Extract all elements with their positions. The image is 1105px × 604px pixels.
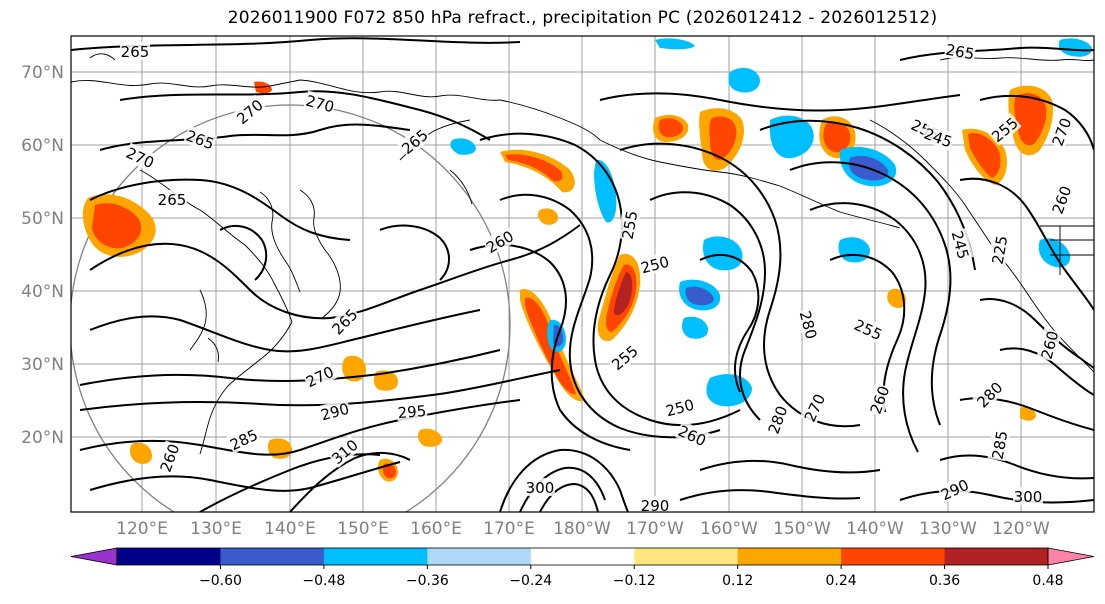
lon-label-120e: 120°E: [116, 519, 168, 539]
contour-label: 225: [989, 234, 1012, 265]
lon-label-180w: 180°W: [553, 519, 611, 539]
contour-label: 295: [397, 402, 427, 422]
colorbar-segment: [634, 548, 739, 565]
contour-label-background: [972, 377, 1007, 412]
colorbar-tick-label: 0.12: [722, 573, 753, 589]
contour-label-background: [327, 434, 362, 468]
contour-label-background: [1047, 182, 1075, 217]
contour-label-background: [937, 474, 972, 504]
colorbar-tick-label: −0.12: [613, 573, 656, 589]
colorbar-segment: [530, 548, 635, 565]
contour-label: 265: [121, 43, 150, 61]
lon-label-160e: 160°E: [410, 519, 462, 539]
contour-label-background: [943, 39, 977, 63]
lon-label-120w: 120°W: [992, 519, 1050, 539]
contour-label-background: [799, 390, 829, 425]
contour-label-background: [155, 440, 183, 475]
contour-label-background: [302, 361, 337, 391]
range-ring: [71, 104, 511, 512]
contour-label-background: [640, 496, 670, 512]
colorbar-extension-high: [1047, 547, 1095, 566]
lon-label-170e: 170°E: [483, 519, 535, 539]
contour-label: 255: [619, 209, 642, 240]
contour-label-background: [987, 428, 1011, 462]
contour-label-background: [921, 123, 956, 151]
lat-label-50n: 50°N: [21, 209, 64, 229]
colorbar-segment: [117, 548, 221, 565]
contour-label-background: [851, 314, 886, 344]
colorbar-tick-label: −0.24: [509, 573, 552, 589]
lat-label-70n: 70°N: [21, 63, 64, 83]
contour-label-background: [763, 402, 791, 437]
contour-label-background: [637, 251, 672, 277]
contour-label-background: [617, 208, 641, 242]
contour-label-background: [396, 400, 428, 422]
contour-label-background: [525, 478, 555, 496]
contour-label-background: [232, 94, 267, 128]
contour-label-background: [226, 424, 261, 454]
contour-label-background: [303, 90, 338, 116]
refractivity-contours: [71, 37, 1094, 512]
contour-label-background: [1013, 487, 1043, 505]
lon-label-140e: 140°E: [264, 519, 316, 539]
contour-label: 265: [944, 41, 975, 64]
colorbar-tick-label: 0.24: [826, 573, 857, 589]
contour-label-background: [662, 394, 697, 420]
lon-label-130e: 130°E: [190, 519, 242, 539]
coastlines: [71, 53, 1094, 455]
contour-label-background: [120, 42, 150, 60]
lon-label-160w: 160°W: [700, 519, 758, 539]
lat-label-60n: 60°N: [21, 136, 64, 156]
contour-label: 290: [641, 497, 670, 515]
colorbar-tick-label: −0.48: [302, 573, 345, 589]
colorbar-segment: [323, 548, 428, 565]
contour-label-background: [397, 124, 432, 158]
colorbar-tick-label: 0.36: [929, 573, 960, 589]
contour-label-background: [1036, 327, 1062, 362]
contour-label: 300: [526, 479, 555, 497]
contour-label-background: [157, 190, 187, 208]
longitude-labels: 120°E 130°E 140°E 150°E 160°E 170°E 180°…: [116, 519, 1050, 539]
colorbar-tick-label: −0.36: [406, 573, 449, 589]
latitude-labels: 70°N 60°N 50°N 40°N 30°N 20°N: [21, 63, 64, 448]
lon-label-150e: 150°E: [337, 519, 389, 539]
lon-label-140w: 140°W: [846, 519, 904, 539]
contour-label-background: [482, 225, 517, 257]
colorbar-segment: [220, 548, 325, 565]
contour-label-background: [987, 112, 1022, 146]
contour-label-background: [183, 125, 218, 153]
lon-label-150w: 150°W: [773, 519, 831, 539]
precipitation-shading: [82, 38, 1092, 482]
contour-label-background: [317, 398, 352, 424]
contour-label-background: [865, 382, 893, 417]
contour-label: 265: [158, 191, 187, 209]
colorbar-segment: [737, 548, 842, 565]
contour-label: 285: [989, 429, 1012, 460]
colorbar-tick-label: 0.48: [1032, 573, 1063, 589]
colorbar-segment: [841, 548, 946, 565]
lat-label-40n: 40°N: [21, 282, 64, 302]
map-title: 2026011900 F072 850 hPa refract., precip…: [227, 8, 938, 28]
colorbar-tick-label: −0.60: [199, 573, 242, 589]
contour-label-background: [327, 304, 362, 339]
contour-label-background: [948, 227, 974, 262]
contour-label-background: [675, 420, 710, 450]
contour-label-background: [796, 307, 822, 342]
colorbar: −0.60 −0.48 −0.36 −0.24 −0.12 0.12 0.24 0.36 0.4…: [70, 547, 1095, 589]
contour-label-background: [1047, 114, 1075, 149]
colorbar-extension-low: [70, 547, 118, 566]
contour-label-background: [123, 142, 158, 172]
colorbar-frame: [116, 547, 1049, 566]
lat-label-30n: 30°N: [21, 355, 64, 375]
colorbar-segment: [427, 548, 532, 565]
contour-label: 300: [1014, 488, 1043, 506]
contour-label-background: [607, 340, 642, 374]
lon-label-130w: 130°W: [919, 519, 977, 539]
map-frame: [70, 35, 1095, 513]
lon-label-170w: 170°W: [626, 519, 684, 539]
lat-label-20n: 20°N: [21, 428, 64, 448]
contour-label-background: [987, 233, 1011, 267]
colorbar-segment: [944, 548, 1049, 565]
